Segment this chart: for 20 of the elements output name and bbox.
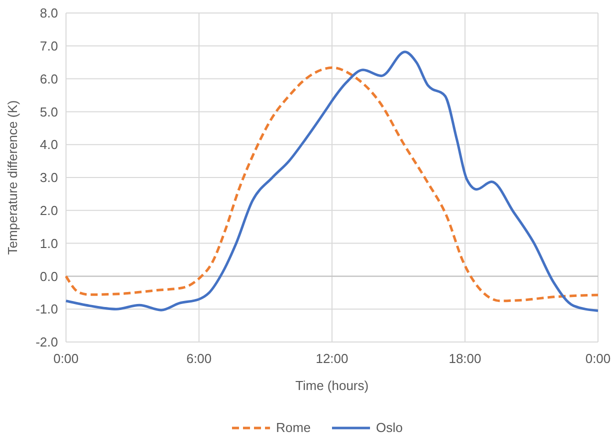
y-tick-label: 4.0 <box>40 137 58 152</box>
y-tick-label: 0.0 <box>40 268 58 284</box>
legend-label: Rome <box>276 420 311 435</box>
y-axis-title: Temperature difference (K) <box>5 100 20 255</box>
y-tick-label: 6.0 <box>40 71 58 86</box>
x-tick-label: 12:00 <box>316 351 348 366</box>
y-tick-label: -2.0 <box>36 334 58 350</box>
x-tick-label: 6:00 <box>186 351 212 366</box>
y-tick-label: 7.0 <box>40 38 58 54</box>
x-tick-label: 18:00 <box>448 351 482 366</box>
y-tick-label: 8.0 <box>40 6 58 21</box>
y-tick-label: 5.0 <box>40 104 58 120</box>
y-tick-label: 2.0 <box>40 202 58 218</box>
y-tick-label: 1.0 <box>40 236 58 251</box>
x-axis-title: Time (hours) <box>295 378 369 393</box>
y-tick-label: 3.0 <box>40 170 58 186</box>
x-tick-label: 0:00 <box>585 351 611 366</box>
legend-label: Oslo <box>376 420 403 435</box>
x-tick-label: 0:00 <box>53 351 79 366</box>
y-tick-label: -1.0 <box>36 302 58 317</box>
